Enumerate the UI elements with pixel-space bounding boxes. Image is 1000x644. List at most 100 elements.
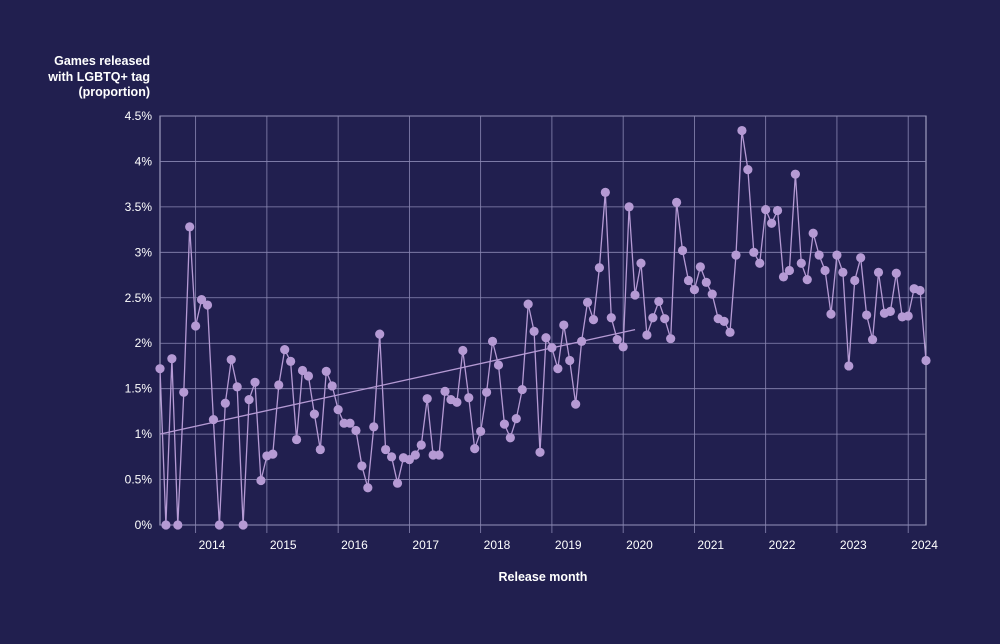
data-point bbox=[315, 444, 325, 455]
data-point bbox=[772, 205, 783, 216]
data-point bbox=[612, 334, 622, 345]
data-point bbox=[179, 387, 189, 397]
data-point bbox=[297, 365, 308, 376]
data-point bbox=[416, 440, 426, 450]
data-point bbox=[553, 364, 563, 374]
y-tick-label: 4% bbox=[135, 154, 153, 168]
data-point bbox=[642, 330, 652, 340]
data-point bbox=[505, 433, 515, 443]
y-tick-label: 1.5% bbox=[125, 382, 153, 396]
series-lgbtq-proportion bbox=[155, 125, 931, 530]
data-point bbox=[452, 397, 462, 407]
data-point bbox=[375, 329, 385, 339]
data-point bbox=[357, 461, 367, 471]
x-tick-label: 2014 bbox=[199, 538, 226, 552]
data-point bbox=[873, 267, 884, 277]
data-point bbox=[529, 326, 539, 337]
data-point bbox=[440, 386, 450, 396]
data-point bbox=[808, 228, 818, 238]
data-point bbox=[541, 333, 551, 343]
data-point bbox=[624, 202, 634, 212]
data-point bbox=[891, 268, 901, 278]
x-tick-label: 2019 bbox=[555, 538, 582, 552]
data-point bbox=[238, 520, 248, 530]
data-point bbox=[286, 356, 296, 366]
data-point bbox=[511, 414, 521, 424]
data-point bbox=[185, 222, 195, 232]
data-point bbox=[826, 309, 836, 319]
x-axis-title: Release month bbox=[498, 570, 588, 584]
y-tick-label: 2.5% bbox=[125, 291, 153, 305]
data-point bbox=[422, 394, 432, 404]
data-point bbox=[386, 452, 397, 462]
data-point bbox=[363, 483, 373, 493]
data-point bbox=[761, 205, 771, 215]
data-point bbox=[666, 334, 676, 344]
data-point bbox=[915, 285, 925, 296]
data-point bbox=[778, 272, 789, 282]
data-point bbox=[458, 345, 468, 356]
trendline bbox=[159, 328, 636, 435]
y-tick-label: 2% bbox=[135, 336, 153, 350]
data-point bbox=[434, 450, 444, 460]
data-point bbox=[820, 265, 830, 276]
grid-lines bbox=[160, 115, 926, 526]
data-point bbox=[470, 444, 480, 454]
y-tick-label: 0% bbox=[135, 518, 153, 532]
data-point bbox=[755, 258, 765, 268]
data-point bbox=[155, 364, 165, 374]
data-point bbox=[327, 381, 337, 391]
data-point bbox=[576, 336, 587, 347]
data-point bbox=[547, 343, 557, 353]
data-point bbox=[707, 289, 717, 299]
data-point bbox=[802, 275, 812, 285]
x-tick-label: 2018 bbox=[484, 538, 511, 552]
data-point bbox=[161, 520, 171, 530]
data-point bbox=[636, 258, 646, 268]
data-point bbox=[731, 250, 741, 260]
data-point bbox=[701, 277, 711, 287]
data-point bbox=[333, 404, 343, 415]
y-axis-title: Games released with LGBTQ+ tag (proporti… bbox=[48, 54, 150, 99]
data-point bbox=[885, 306, 895, 317]
data-point bbox=[345, 418, 355, 428]
data-point bbox=[648, 313, 658, 323]
plot-area bbox=[159, 115, 927, 526]
data-point bbox=[862, 310, 872, 320]
data-point bbox=[683, 275, 694, 286]
data-point bbox=[291, 434, 302, 445]
data-point bbox=[517, 384, 527, 395]
x-tick-label: 2023 bbox=[840, 538, 867, 552]
data-point bbox=[725, 327, 735, 337]
data-point bbox=[689, 284, 700, 295]
data-point bbox=[196, 294, 207, 305]
data-point bbox=[208, 414, 219, 425]
data-point bbox=[565, 355, 575, 366]
y-tick-label: 0.5% bbox=[125, 473, 153, 487]
data-point bbox=[381, 444, 391, 455]
data-point bbox=[256, 475, 266, 486]
x-tick-label: 2016 bbox=[341, 538, 368, 552]
data-point bbox=[167, 354, 177, 364]
data-point bbox=[600, 187, 610, 197]
data-point bbox=[280, 344, 290, 355]
data-point bbox=[191, 321, 201, 331]
data-point bbox=[173, 520, 183, 530]
data-point bbox=[410, 450, 420, 460]
trendline-segment bbox=[159, 328, 636, 435]
data-point bbox=[214, 520, 224, 530]
data-point bbox=[850, 275, 860, 286]
data-point bbox=[695, 262, 705, 272]
data-point bbox=[559, 320, 569, 330]
x-tick-label: 2015 bbox=[270, 538, 297, 552]
data-point bbox=[481, 387, 492, 397]
y-tick-label: 3% bbox=[135, 245, 153, 259]
data-point bbox=[630, 290, 640, 300]
data-point bbox=[838, 267, 848, 277]
data-point bbox=[244, 394, 254, 405]
x-tick-label: 2017 bbox=[412, 538, 439, 552]
data-point bbox=[226, 354, 236, 365]
data-point bbox=[303, 371, 314, 381]
y-tick-label: 1% bbox=[135, 427, 153, 441]
